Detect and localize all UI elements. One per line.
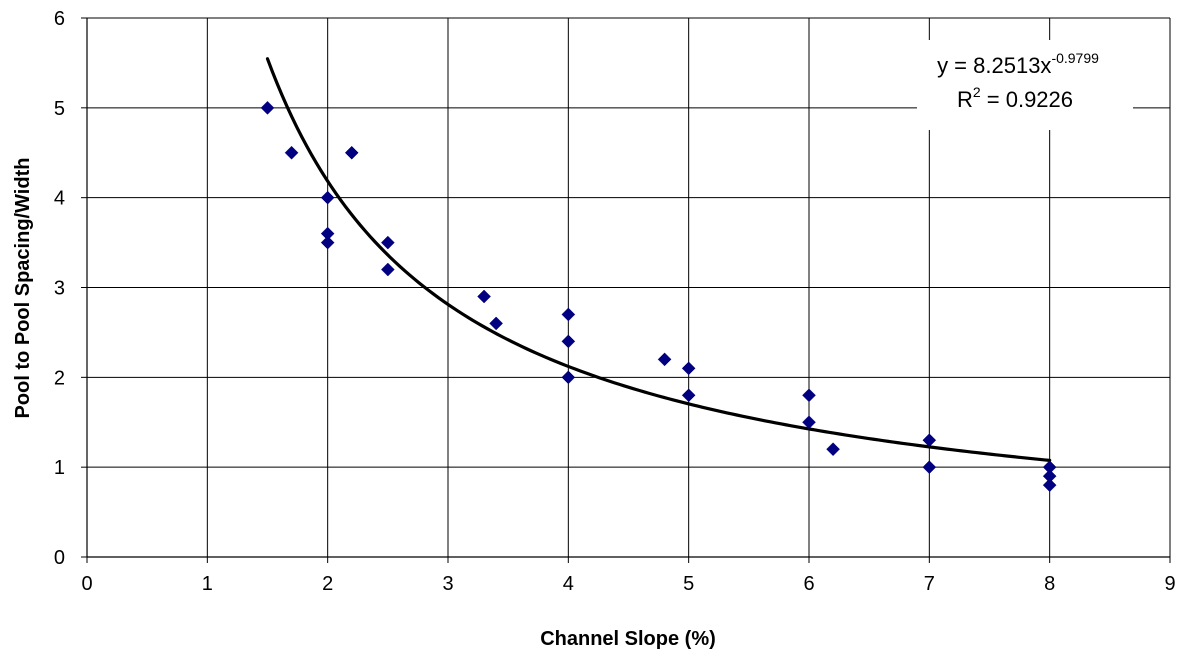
x-tick-label: 6: [803, 573, 814, 595]
data-point: [561, 307, 576, 322]
data-point: [320, 235, 335, 250]
r2-value: = 0.9226: [981, 87, 1073, 112]
equation-annotation: y = 8.2513x-0.9799 R2 = 0.9226: [917, 40, 1133, 130]
y-tick-label: 5: [54, 98, 65, 120]
x-tick-label: 1: [202, 573, 213, 595]
data-point: [260, 100, 275, 115]
trendline-equation: y = 8.2513x-0.9799: [937, 50, 1099, 78]
y-axis-title: Pool to Pool Spacing/Width: [12, 158, 34, 419]
r2-prefix: R: [957, 87, 973, 112]
x-tick-label: 4: [563, 573, 574, 595]
data-point: [657, 352, 672, 367]
data-point: [380, 235, 395, 250]
data-point: [561, 334, 576, 349]
x-tick-label: 9: [1164, 573, 1175, 595]
data-point: [477, 289, 491, 304]
data-point: [681, 361, 696, 376]
x-tick-label: 2: [322, 573, 333, 595]
y-tick-label: 6: [54, 8, 65, 30]
data-point: [922, 460, 937, 475]
y-tick-label: 2: [54, 367, 65, 389]
x-tick-label: 5: [683, 573, 694, 595]
data-point: [489, 316, 503, 331]
power-trendline: [265, 57, 1052, 462]
x-axis-title: Channel Slope (%): [540, 628, 716, 650]
r2-superscript: 2: [973, 84, 981, 100]
equation-exponent: -0.9799: [1051, 50, 1099, 66]
y-tick-label: 0: [54, 547, 65, 569]
y-tick-label: 3: [54, 278, 65, 300]
r-squared-label: R2 = 0.9226: [957, 84, 1073, 112]
x-tick-labels: 0 1 2 3 4 5 6 7 8 9: [81, 573, 1175, 595]
x-tick-label: 0: [81, 573, 92, 595]
data-point: [380, 262, 395, 277]
data-point: [1042, 478, 1057, 492]
x-tick-label: 8: [1044, 573, 1055, 595]
y-tick-label: 1: [54, 457, 65, 479]
data-point: [344, 145, 359, 160]
data-point: [826, 442, 840, 457]
trendline-group: [265, 57, 1052, 462]
x-tick-label: 7: [924, 573, 935, 595]
data-point: [681, 388, 696, 403]
data-point: [561, 370, 576, 385]
equation-background: [917, 40, 1133, 130]
equation-base: y = 8.2513x: [937, 53, 1051, 78]
y-tick-labels: 0 1 2 3 4 5 6: [54, 8, 65, 569]
data-point: [922, 433, 937, 448]
data-points: [260, 100, 1057, 492]
axes: [81, 17, 1171, 563]
x-tick-label: 3: [442, 573, 453, 595]
data-point: [320, 190, 335, 205]
y-tick-label: 4: [54, 188, 65, 210]
data-point: [802, 388, 816, 403]
data-point: [802, 415, 816, 430]
data-point: [284, 145, 299, 160]
